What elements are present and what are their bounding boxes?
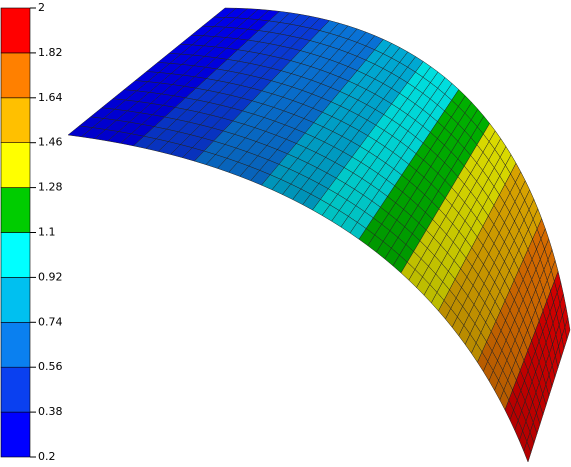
colorbar-band	[0, 366, 31, 413]
colorbar-band	[0, 142, 31, 188]
colorbar-band	[0, 411, 31, 458]
colorbar-band	[0, 232, 31, 278]
colorbar-tick-label: 1.82	[38, 46, 63, 59]
colorbar-tick-label: 0.92	[38, 270, 63, 283]
colorbar-tick-label: 0.38	[38, 405, 63, 418]
colorbar-tick-label: 0.74	[38, 315, 63, 328]
surface-cell	[523, 440, 532, 463]
colorbar-band	[0, 277, 31, 323]
colorbar-tick-label: 1.28	[38, 181, 63, 194]
colorbar-tick-label: 1.64	[38, 91, 63, 104]
colorbar-band	[0, 52, 31, 99]
colorbar-band	[0, 321, 31, 368]
colorbar-band	[0, 187, 31, 233]
colorbar-tick-label: 1.46	[38, 136, 63, 149]
colorbar-tick-label: 1.1	[38, 226, 56, 239]
colorbar-tick-label: 2	[38, 1, 45, 14]
colorbar-band	[0, 7, 31, 54]
colorbar-tick-label: 0.56	[38, 360, 63, 373]
colorbar-band	[0, 97, 31, 144]
colorbar-tick-label: 0.2	[38, 450, 56, 463]
